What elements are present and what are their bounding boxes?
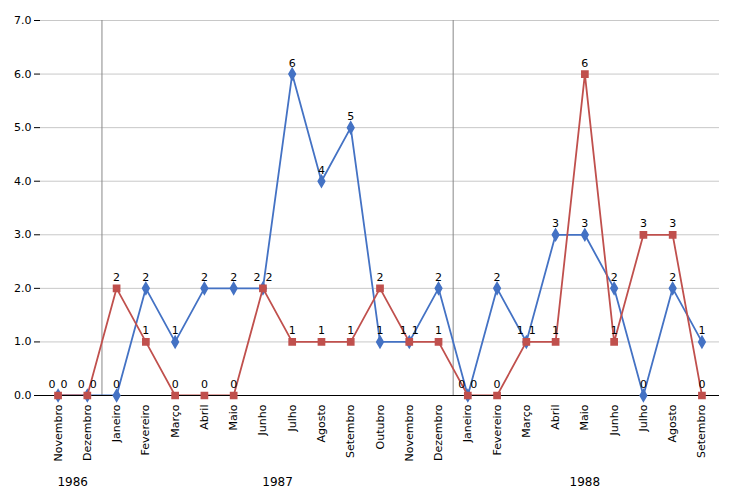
svg-text:1: 1: [698, 324, 705, 337]
svg-text:Setembro: Setembro: [344, 404, 357, 458]
svg-text:Abril: Abril: [549, 405, 562, 430]
svg-text:2: 2: [494, 271, 501, 284]
svg-text:Março: Março: [520, 404, 533, 438]
svg-text:Setembro: Setembro: [695, 404, 708, 458]
svg-text:Julho: Julho: [637, 404, 650, 432]
svg-text:1: 1: [552, 324, 559, 337]
svg-text:1: 1: [377, 324, 384, 337]
svg-text:6.0: 6.0: [14, 68, 32, 81]
svg-text:Novembro: Novembro: [52, 404, 65, 461]
svg-text:Dezembro: Dezembro: [81, 404, 94, 461]
svg-text:3.0: 3.0: [14, 228, 32, 241]
svg-text:Fevereiro: Fevereiro: [139, 404, 152, 455]
svg-text:6: 6: [289, 57, 296, 70]
svg-text:2: 2: [377, 271, 384, 284]
svg-text:1: 1: [347, 324, 354, 337]
svg-text:Julho: Julho: [286, 404, 299, 432]
svg-text:Junho: Junho: [608, 404, 621, 436]
svg-text:1: 1: [435, 324, 442, 337]
svg-text:5.0: 5.0: [14, 121, 32, 134]
svg-text:Outubro: Outubro: [374, 404, 387, 449]
svg-text:2: 2: [201, 271, 208, 284]
svg-text:Abril: Abril: [198, 405, 211, 430]
svg-text:Junho: Junho: [256, 404, 269, 436]
svg-text:2: 2: [230, 271, 237, 284]
svg-text:1: 1: [412, 324, 419, 337]
svg-text:0: 0: [61, 378, 68, 391]
svg-text:3: 3: [640, 217, 647, 230]
svg-text:2: 2: [142, 271, 149, 284]
svg-text:1: 1: [289, 324, 296, 337]
svg-text:0: 0: [90, 378, 97, 391]
svg-text:0: 0: [172, 378, 179, 391]
svg-text:1: 1: [172, 324, 179, 337]
svg-text:4.0: 4.0: [14, 175, 32, 188]
svg-text:Março: Março: [169, 404, 182, 438]
svg-text:0: 0: [201, 378, 208, 391]
svg-text:Fevereiro: Fevereiro: [491, 404, 504, 455]
svg-text:2: 2: [253, 271, 260, 284]
svg-text:2: 2: [113, 271, 120, 284]
svg-text:2.0: 2.0: [14, 282, 32, 295]
svg-text:2: 2: [265, 271, 272, 284]
svg-text:5: 5: [347, 110, 354, 123]
svg-text:1986: 1986: [57, 475, 88, 489]
svg-text:0: 0: [698, 378, 705, 391]
svg-text:1.0: 1.0: [14, 335, 32, 348]
svg-text:Agosto: Agosto: [315, 404, 328, 442]
svg-text:0: 0: [470, 378, 477, 391]
svg-text:Dezembro: Dezembro: [432, 404, 445, 461]
svg-text:0: 0: [49, 378, 56, 391]
svg-text:1: 1: [611, 324, 618, 337]
svg-text:3: 3: [669, 217, 676, 230]
svg-text:Maio: Maio: [227, 404, 240, 430]
svg-text:Novembro: Novembro: [403, 404, 416, 461]
svg-text:3: 3: [581, 217, 588, 230]
svg-text:2: 2: [435, 271, 442, 284]
svg-text:0: 0: [78, 378, 85, 391]
svg-text:4: 4: [318, 164, 325, 177]
svg-text:7.0: 7.0: [14, 14, 32, 27]
svg-text:0: 0: [458, 378, 465, 391]
svg-text:Agosto: Agosto: [666, 404, 679, 442]
svg-text:Maio: Maio: [578, 404, 591, 430]
svg-text:Janeiro: Janeiro: [461, 404, 474, 443]
svg-text:2: 2: [669, 271, 676, 284]
svg-text:3: 3: [552, 217, 559, 230]
svg-text:0.0: 0.0: [14, 389, 32, 402]
svg-text:2: 2: [611, 271, 618, 284]
svg-text:1: 1: [142, 324, 149, 337]
svg-text:1988: 1988: [570, 475, 601, 489]
svg-text:0: 0: [640, 378, 647, 391]
svg-text:1: 1: [318, 324, 325, 337]
svg-text:6: 6: [581, 57, 588, 70]
svg-text:0: 0: [113, 378, 120, 391]
svg-text:1: 1: [400, 324, 407, 337]
svg-text:Janeiro: Janeiro: [110, 404, 123, 443]
svg-text:1: 1: [529, 324, 536, 337]
svg-text:1987: 1987: [262, 475, 293, 489]
svg-text:0: 0: [230, 378, 237, 391]
svg-text:0: 0: [494, 378, 501, 391]
svg-text:1: 1: [517, 324, 524, 337]
